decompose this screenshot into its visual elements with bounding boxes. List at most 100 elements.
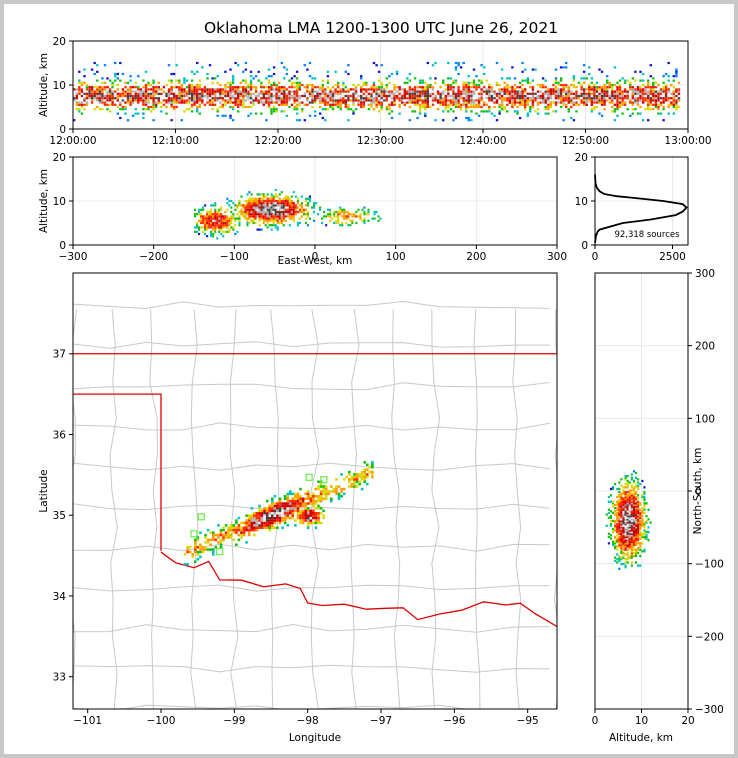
source-cell [585,101,588,104]
source-cell [249,99,253,102]
source-cell [88,92,91,95]
source-cell [667,88,670,91]
source-cell [246,210,249,214]
source-cell [231,105,235,109]
source-cell [418,105,422,109]
source-cell [254,97,258,100]
source-cell [288,204,291,207]
source-cell [323,215,326,218]
source-cell [639,564,642,567]
source-cell [647,518,650,521]
source-cell [557,101,560,104]
source-cell [303,103,306,106]
source-cell [157,92,160,95]
source-cell [622,505,625,508]
source-cell [447,90,450,93]
source-cell [247,86,250,89]
source-cell [547,112,550,115]
source-cell [211,101,214,104]
source-cell [285,92,289,95]
source-cell [675,94,678,98]
source-cell [349,99,353,102]
source-cell [628,491,631,494]
source-cell [630,510,633,513]
source-cell [632,479,635,483]
source-cell [426,61,429,65]
source-cell [360,101,363,104]
source-cell [249,75,253,78]
source-cell [662,75,665,78]
source-cell [518,92,522,95]
source-cell [246,217,249,220]
source-cell [559,105,563,109]
source-cell [190,90,194,93]
source-cell [290,77,294,80]
source-cell [324,108,327,111]
source-cell [614,483,617,486]
source-cell [129,92,132,95]
source-cell [641,88,645,91]
source-cell [260,199,263,203]
source-cell [220,213,223,216]
source-cell [155,97,158,100]
source-cell [250,199,253,203]
source-cell [271,507,274,510]
source-cell [431,86,435,89]
source-cell [567,92,570,95]
source-cell [608,101,611,104]
source-cell [628,556,631,559]
source-cell [202,230,205,233]
source-cell [345,215,348,218]
source-cell [593,90,596,93]
source-cell [431,103,435,106]
source-cell [260,112,263,115]
source-cell [628,545,631,548]
source-cell [675,99,678,102]
source-cell [670,101,673,104]
source-cell [324,103,327,106]
source-cell [343,215,346,218]
source-cell [490,112,494,115]
source-cell [286,208,289,211]
source-cell [134,81,137,84]
source-cell [477,86,481,89]
source-cell [214,219,217,222]
source-cell [137,75,140,78]
source-cell [511,105,514,109]
source-cell [370,105,373,109]
source-cell [667,75,670,78]
source-cell [442,101,445,104]
source-cell [167,97,171,100]
source-cell [377,92,381,95]
source-cell [289,504,292,508]
source-cell [585,88,588,91]
source-cell [111,103,114,106]
source-cell [620,510,623,513]
source-cell [224,531,228,534]
source-cell [641,534,644,537]
source-cell [598,86,601,89]
source-cell [393,94,396,98]
source-cell [635,551,638,554]
county-line [73,664,550,673]
source-cell [242,528,246,532]
source-cell [272,219,275,222]
source-cell [626,508,629,511]
source-cell [408,105,412,109]
source-cell [188,97,191,100]
source-cell [144,90,148,93]
source-cell [152,97,155,100]
source-cell [449,101,453,104]
source-cell [624,542,627,545]
source-cell [242,97,245,100]
source-cell [226,97,230,100]
source-cell [295,81,299,84]
source-cell [398,99,401,102]
source-cell [88,88,91,91]
source-cell [603,99,606,102]
source-cell [630,548,633,551]
source-cell [403,103,406,106]
source-cell [267,103,271,106]
source-cell [609,534,612,537]
source-cell [626,499,629,502]
